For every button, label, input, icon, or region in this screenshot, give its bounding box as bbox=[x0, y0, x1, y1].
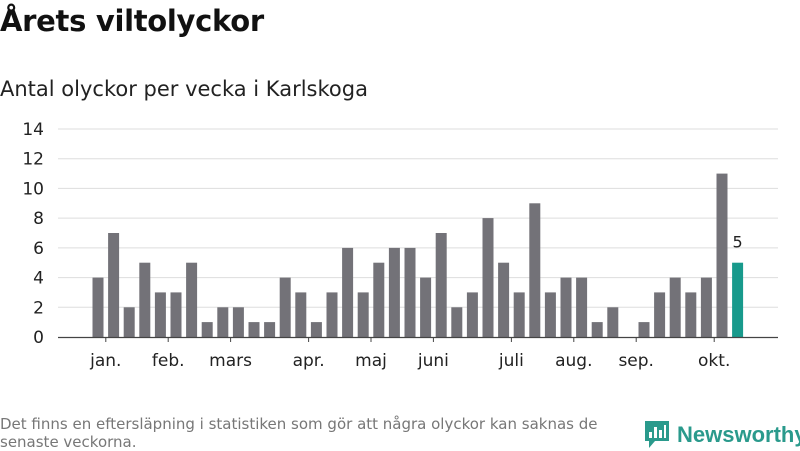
bar[interactable] bbox=[638, 322, 650, 337]
chart-subtitle: Antal olyckor per vecka i Karlskoga bbox=[0, 77, 368, 101]
y-tick-label: 12 bbox=[22, 150, 44, 170]
x-tick-label: feb. bbox=[152, 351, 185, 371]
bar[interactable] bbox=[529, 203, 541, 337]
bar[interactable] bbox=[435, 233, 447, 337]
bar[interactable] bbox=[576, 277, 588, 337]
bar[interactable] bbox=[420, 277, 432, 337]
y-tick-label: 4 bbox=[33, 269, 44, 289]
bar[interactable] bbox=[685, 292, 697, 337]
x-tick-label: aug. bbox=[555, 351, 592, 371]
bar[interactable] bbox=[295, 292, 307, 337]
y-tick-label: 2 bbox=[33, 298, 44, 318]
bar[interactable] bbox=[92, 277, 104, 337]
x-tick-label: juli bbox=[498, 351, 524, 371]
bar[interactable] bbox=[466, 292, 478, 337]
x-tick-label: sep. bbox=[618, 351, 654, 371]
bar[interactable] bbox=[310, 322, 322, 337]
chart-title: Årets viltolyckor bbox=[0, 4, 264, 38]
y-axis: 0 2 4 6 8 10 12 14 bbox=[22, 120, 44, 348]
bar[interactable] bbox=[357, 292, 369, 337]
bar[interactable] bbox=[544, 292, 556, 337]
x-tick-label: okt. bbox=[698, 351, 730, 371]
bar[interactable] bbox=[232, 307, 244, 337]
bar[interactable] bbox=[451, 307, 463, 337]
bar[interactable] bbox=[170, 292, 182, 337]
bar[interactable] bbox=[607, 307, 619, 337]
bar[interactable] bbox=[186, 262, 198, 337]
x-tick-label: mars bbox=[209, 351, 252, 371]
bar[interactable] bbox=[264, 322, 276, 337]
bar[interactable] bbox=[154, 292, 166, 337]
bar[interactable] bbox=[591, 322, 603, 337]
data-labels: 5 bbox=[733, 233, 743, 252]
x-axis: jan. feb. mars apr. maj juni juli aug. sep. okt. bbox=[58, 336, 778, 371]
y-tick-label: 6 bbox=[33, 239, 44, 259]
bar[interactable] bbox=[513, 292, 525, 337]
bar[interactable] bbox=[716, 173, 728, 337]
bar[interactable] bbox=[700, 277, 712, 337]
x-tick-label: juni bbox=[417, 351, 449, 371]
bar[interactable] bbox=[373, 262, 385, 337]
y-tick-label: 8 bbox=[33, 209, 44, 229]
bar[interactable] bbox=[482, 218, 494, 337]
x-tick-label: jan. bbox=[89, 351, 121, 371]
bar-chart: 0 2 4 6 8 10 12 14 jan. feb. mars apr. maj juni juli a… bbox=[22, 120, 778, 371]
bar[interactable] bbox=[217, 307, 229, 337]
bar[interactable] bbox=[560, 277, 572, 337]
bar[interactable] bbox=[108, 233, 120, 337]
brand-logo[interactable]: Newsworthy bbox=[645, 420, 800, 450]
y-tick-label: 14 bbox=[22, 120, 44, 140]
footnote: Det finns en eftersläpning i statistiken… bbox=[0, 415, 598, 451]
bar[interactable] bbox=[123, 307, 135, 337]
bars bbox=[92, 173, 744, 337]
bar[interactable] bbox=[654, 292, 666, 337]
bar-highlighted[interactable] bbox=[732, 262, 744, 337]
bar[interactable] bbox=[498, 262, 510, 337]
brand-name: Newsworthy bbox=[677, 422, 800, 447]
bar-chart-logo-icon bbox=[645, 421, 669, 448]
y-tick-label: 0 bbox=[33, 328, 44, 348]
y-tick-label: 10 bbox=[22, 179, 44, 199]
bar[interactable] bbox=[669, 277, 681, 337]
x-tick-label: maj bbox=[355, 351, 387, 371]
x-tick-label: apr. bbox=[293, 351, 325, 371]
bar[interactable] bbox=[342, 247, 354, 337]
bar[interactable] bbox=[139, 262, 151, 337]
data-label: 5 bbox=[733, 233, 743, 252]
bar[interactable] bbox=[404, 247, 416, 337]
bar[interactable] bbox=[326, 292, 338, 337]
bar[interactable] bbox=[279, 277, 291, 337]
bar[interactable] bbox=[388, 247, 400, 337]
bar[interactable] bbox=[248, 322, 260, 337]
bar[interactable] bbox=[201, 322, 213, 337]
